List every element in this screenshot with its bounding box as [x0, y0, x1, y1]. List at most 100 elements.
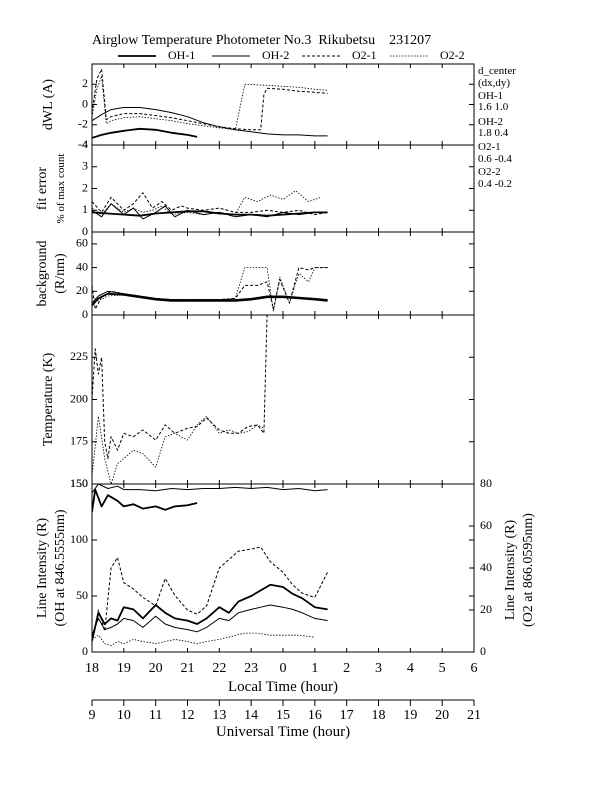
ytick-label-fiterr: 3 — [82, 159, 88, 173]
ytick-label-temp: 225 — [70, 349, 88, 363]
ytick-label-fiterr: 2 — [82, 180, 88, 194]
xtick-label-ut: 9 — [89, 708, 96, 723]
ytick-label-intensity: 150 — [70, 476, 88, 490]
series-intensity-oh-2 — [92, 484, 328, 494]
series-group-fiterr — [92, 190, 328, 220]
ytick-label-bg: 20 — [76, 283, 88, 297]
xtick-label-ut: 14 — [244, 708, 258, 723]
xtick-label-ut: 15 — [276, 708, 290, 723]
ytick-label-intensity: 50 — [76, 588, 88, 602]
ytick-label-bg: 40 — [76, 259, 88, 273]
xtick-label-local: 0 — [280, 661, 287, 676]
xlabel-local: Local Time (hour) — [228, 679, 338, 695]
ytick-label-right-intensity: 20 — [480, 602, 492, 616]
series-bg-oh-1 — [92, 292, 328, 307]
series-fiterr-o2-2 — [92, 190, 322, 216]
series-group-intensity — [92, 484, 329, 647]
ytick-label-dwl: -4 — [78, 137, 88, 151]
series-bg-o2-1 — [92, 267, 328, 310]
xtick-label-local: 18 — [85, 661, 99, 676]
xtick-label-ut: 13 — [212, 708, 226, 723]
series-temp-o2-1 — [92, 315, 283, 460]
series-intensity-oh-1-lower- — [92, 583, 328, 642]
ytick-label-temp: 175 — [70, 434, 88, 448]
panel-fiterr: 0 1 2 3 4 fit error % of max count — [35, 137, 475, 238]
series-dwl-oh-2 — [92, 107, 328, 137]
annotation-line: OH-2 — [478, 116, 503, 128]
panel-frame-bg — [91, 231, 475, 316]
xlabel-ut: Universal Time (hour) — [216, 724, 350, 740]
annotation-line: (dx,dy) — [478, 77, 510, 89]
legend-label-o2-2: O2-2 — [440, 48, 465, 62]
xtick-label-local: 1 — [311, 661, 318, 676]
panel-frame-temp — [91, 314, 475, 485]
xtick-label-local: 20 — [149, 661, 163, 676]
xtick-label-local: 5 — [439, 661, 446, 676]
ytick-label-right-intensity: 40 — [480, 560, 492, 574]
xtick-label-ut: 20 — [435, 708, 449, 723]
ytick-label-intensity: 100 — [70, 532, 88, 546]
ylabel2-intensity: (OH at 846.5555nm) — [53, 509, 68, 626]
legend-label-oh-2: OH-2 — [262, 48, 289, 62]
ytick-label-bg: 60 — [76, 236, 88, 250]
xtick-label-ut: 11 — [149, 708, 162, 723]
series-group-temp — [92, 315, 283, 484]
series-dwl-oh-1 — [92, 127, 198, 139]
ylabel-bg: background — [35, 240, 50, 306]
legend-label-o2-1: O2-1 — [352, 48, 377, 62]
xtick-label-ut: 10 — [117, 708, 131, 723]
ytick-label-intensity: 0 — [82, 644, 88, 658]
panels: -4 -2 0 2 dWL (A) 0 1 2 3 4 fit error % of max coun… — [35, 63, 536, 658]
ytick-label-dwl: 0 — [82, 96, 88, 110]
panel-bg: 0 20 40 60 background (R/nm) — [35, 231, 475, 321]
legend-label-oh-1: OH-1 — [168, 48, 195, 62]
ytick-label-fiterr: 4 — [82, 137, 88, 151]
annotation-line: 1.8 0.4 — [478, 127, 509, 139]
series-fiterr-oh-2 — [92, 203, 328, 220]
series-intensity-oh-2-lower- — [92, 604, 328, 636]
panel-frame-intensity — [91, 483, 475, 653]
ytick-label-right-intensity: 60 — [480, 518, 492, 532]
xtick-label-local: 3 — [375, 661, 382, 676]
series-dwl-o2-2 — [92, 75, 328, 131]
annotation-line: 0.6 -0.4 — [478, 153, 512, 165]
series-fiterr-oh-1 — [92, 210, 328, 217]
annotation-line: O2-2 — [478, 166, 501, 178]
ytick-label-temp: 150 — [70, 476, 88, 490]
series-bg-o2-2 — [92, 267, 328, 312]
ytick-label-right-intensity: 80 — [480, 476, 492, 490]
ytick-label-dwl: 2 — [82, 76, 88, 90]
annotation-line: OH-1 — [478, 90, 503, 102]
ylabel2-bg: (R/nm) — [53, 253, 68, 294]
legend: OH-1 OH-2 O2-1 O2-2 — [118, 48, 465, 62]
xtick-label-local: 22 — [212, 661, 226, 676]
panel-frame-fiterr — [91, 144, 475, 233]
xtick-label-local: 19 — [117, 661, 131, 676]
series-fiterr-o2-1 — [92, 192, 328, 216]
series-intensity-o2-2 — [92, 632, 315, 647]
annotation-line: 1.6 1.0 — [478, 101, 509, 113]
ylabel-temp: Temperature (K) — [41, 352, 56, 446]
series-group-bg — [92, 267, 328, 312]
xtick-label-ut: 16 — [308, 708, 322, 723]
ytick-label-dwl: -2 — [78, 117, 88, 131]
xtick-label-local: 21 — [181, 661, 195, 676]
panel-frame-dwl — [91, 63, 475, 146]
xtick-label-ut: 19 — [403, 708, 417, 723]
ylabel2-right-intensity: (O2 at 866.0595nm) — [521, 513, 536, 627]
annotation-line: d_center — [478, 65, 516, 77]
xtick-label-ut: 17 — [340, 708, 354, 723]
xtick-label-ut: 12 — [181, 708, 195, 723]
ytick-label-right-intensity: 0 — [480, 644, 486, 658]
series-dwl-o2-1 — [92, 68, 328, 131]
ytick-label-bg: 0 — [82, 307, 88, 321]
ytick-label-temp: 200 — [70, 391, 88, 405]
annotation-line: 0.4 -0.2 — [478, 178, 512, 190]
xtick-label-ut: 21 — [467, 708, 481, 723]
ytick-label-fiterr: 1 — [82, 202, 88, 216]
xtick-label-local: 4 — [407, 661, 414, 676]
d-center-annotation: d_center(dx,dy)OH-11.6 1.0 OH-21.8 0.4 O2-… — [478, 65, 516, 190]
